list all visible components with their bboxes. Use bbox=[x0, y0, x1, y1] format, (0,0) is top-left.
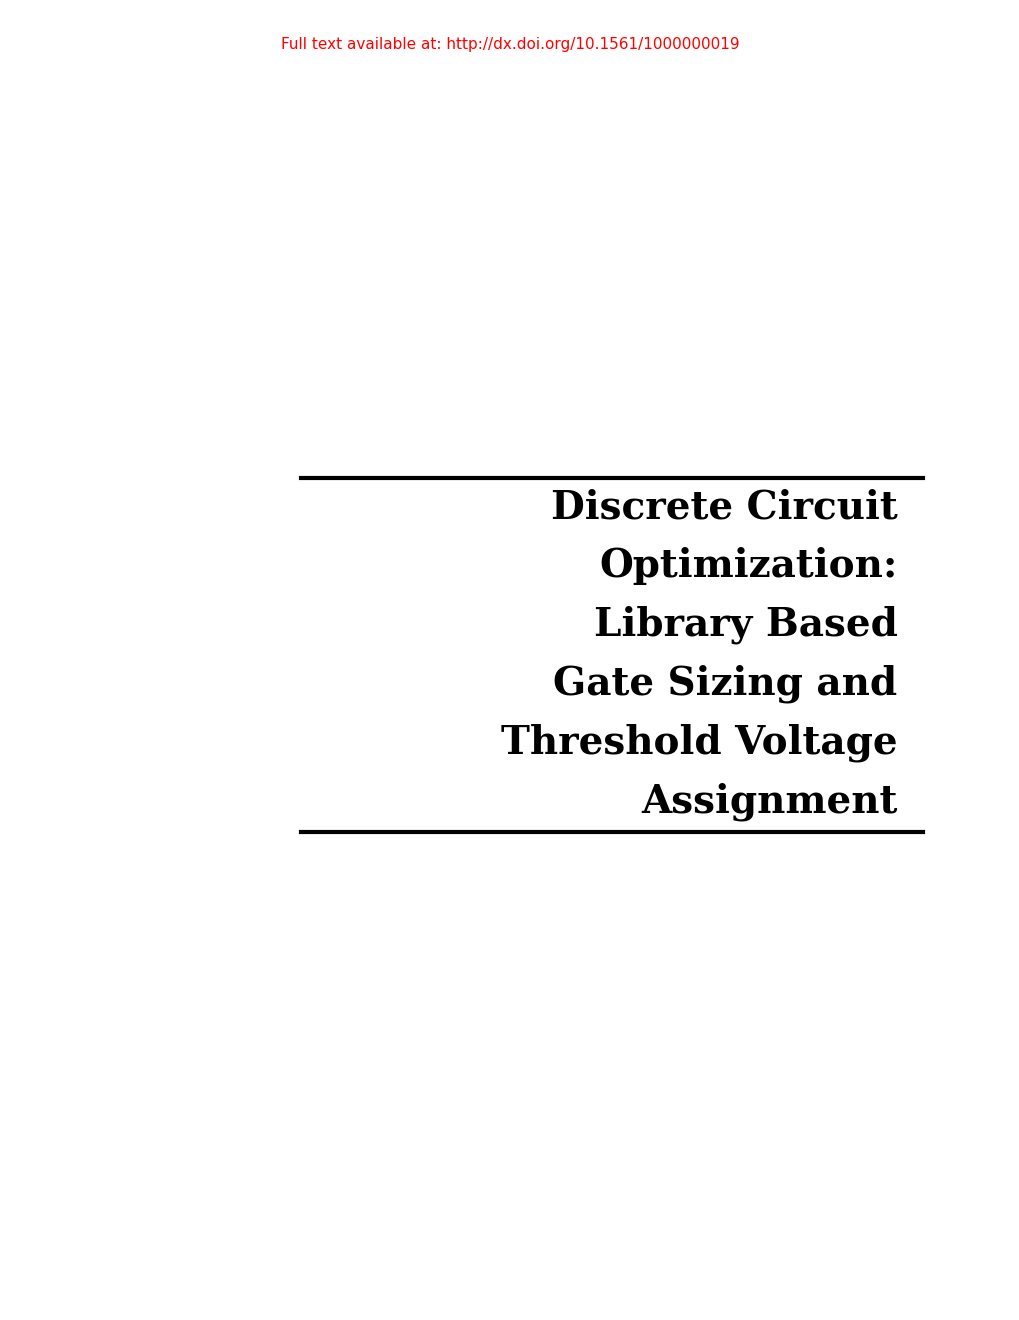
Text: Assignment: Assignment bbox=[641, 783, 897, 821]
Text: Discrete Circuit: Discrete Circuit bbox=[550, 488, 897, 527]
Text: Gate Sizing and: Gate Sizing and bbox=[553, 665, 897, 704]
Text: Optimization:: Optimization: bbox=[598, 548, 897, 585]
Text: Full text available at: http://dx.doi.org/10.1561/1000000019: Full text available at: http://dx.doi.or… bbox=[280, 37, 739, 51]
Text: Library Based: Library Based bbox=[593, 606, 897, 644]
Text: Threshold Voltage: Threshold Voltage bbox=[500, 723, 897, 763]
